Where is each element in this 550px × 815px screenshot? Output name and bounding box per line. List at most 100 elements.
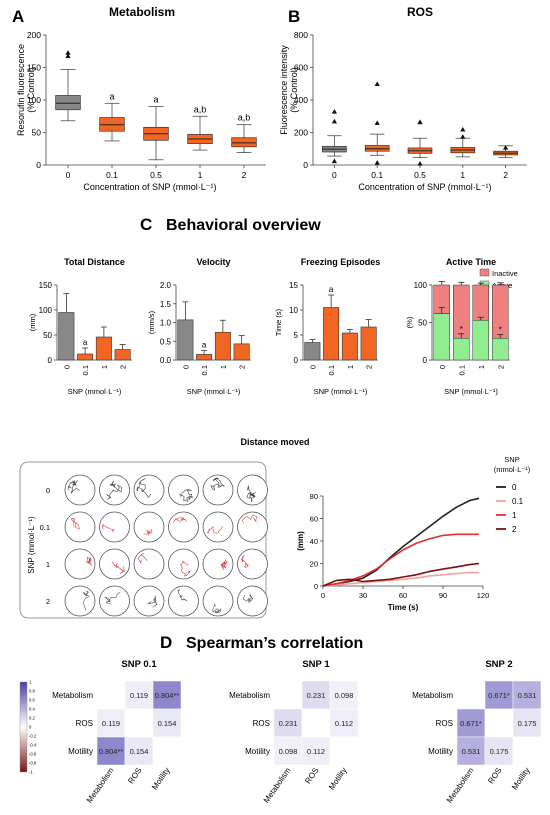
heatmap-snp01-col-label: Metabolism	[85, 766, 116, 805]
heatmap-snp01-cell-label: 0.119	[102, 719, 120, 728]
heatmap-snp01-title: SNP 0.1	[121, 659, 157, 670]
heatmap-snp01-cell-label: 0.804**	[99, 747, 124, 756]
velocity-bar	[196, 354, 213, 361]
well	[99, 548, 130, 580]
metabolism-annotation: a	[153, 95, 158, 105]
metabolism-annotation: a,b	[194, 104, 207, 114]
well	[99, 511, 130, 543]
heatmap-snp2-cell-label: 0.175	[518, 719, 537, 728]
total-distance-xtick-label: 2	[119, 365, 128, 369]
heatmap-snp2-cell	[512, 736, 542, 766]
heatmap-snp1-row-label: Motility	[245, 747, 270, 756]
track-path	[220, 559, 228, 570]
active-time-ytick-label: 0	[423, 356, 428, 365]
heatmap-snp1-col-label: Motility	[327, 766, 349, 792]
well	[168, 511, 199, 543]
heatmap-snp1-col-label: ROS	[303, 766, 320, 785]
distance-moved-series-line	[322, 571, 479, 587]
distance-moved-ytick-label: 40	[310, 537, 318, 546]
metabolism-xtick-label: 2	[242, 170, 247, 180]
colorbar-tick-label: -0.6	[29, 752, 37, 757]
heatmap-snp1-cell	[301, 736, 331, 766]
ros-xtick-label: 1	[460, 170, 465, 180]
freezing-xtick-label: 1	[346, 365, 355, 369]
velocity-xtick-label: 2	[238, 365, 247, 369]
ros-ylabel-1: Fluorescence intensity	[279, 45, 289, 135]
ros-ytick-label: 600	[294, 63, 308, 73]
well	[133, 548, 165, 580]
heatmap-snp2-cell	[512, 680, 542, 710]
freezing-bar	[323, 307, 340, 361]
heatmap-snp01-cell	[96, 736, 126, 766]
velocity-annotation: a	[202, 341, 207, 350]
active-time-bar-active	[472, 320, 489, 361]
freezing-bar	[341, 332, 358, 361]
tracks-title: Distance moved	[240, 437, 309, 447]
active-time-xtick-label: 2	[496, 365, 505, 369]
well	[64, 585, 96, 617]
track-path	[85, 556, 93, 566]
freezing-xtick-label: 0.1	[327, 365, 336, 375]
ros-xtick-label: 0	[332, 170, 337, 180]
heatmap-snp2-cell-label: 0.531	[462, 747, 481, 756]
metabolism-outlier	[65, 53, 71, 58]
velocity-bar	[233, 343, 250, 361]
heatmap-snp1-cell	[301, 680, 331, 710]
heatmap-snp01-cell	[96, 680, 126, 710]
active-time-annotation: *	[499, 326, 502, 335]
well	[237, 474, 268, 506]
metabolism-xtick-label: 0	[66, 170, 71, 180]
velocity-ytick-label: 1.5	[160, 300, 172, 309]
metabolism-ytick-label: 100	[27, 95, 41, 105]
ros-outlier	[460, 134, 466, 139]
distance-moved-series-line	[322, 562, 480, 587]
ros-outlier	[331, 158, 337, 164]
track-path	[173, 517, 187, 523]
heatmap-snp1-cell-label: 0.098	[335, 691, 354, 700]
ros-outlier	[374, 81, 380, 86]
colorbar-tick-label: 1	[29, 680, 32, 685]
ros-ytick-label: 800	[294, 30, 308, 40]
ros-xtick-label: 2	[503, 170, 508, 180]
heatmap-snp2-cell-label: 0.671*	[460, 719, 482, 728]
active-time-xtick-label: 0.1	[457, 365, 466, 375]
track-path	[180, 560, 191, 577]
ros-outlier	[417, 160, 423, 166]
track-path	[147, 595, 158, 608]
velocity-bar	[214, 331, 231, 361]
tracks-row-label: 0	[46, 486, 50, 495]
freezing-title: Freezing Episodes	[301, 257, 381, 267]
panel-letter-d: D	[160, 633, 172, 652]
ros-ytick-label: 200	[294, 128, 308, 138]
distance-moved-xtick-label: 30	[359, 591, 367, 600]
velocity-ylabel: (mm/s)	[147, 310, 156, 334]
heatmap-snp01-col-label: Motility	[150, 766, 172, 792]
distance-moved-legend-label: 1	[512, 511, 517, 520]
colorbar-ticks: 1 0.8 0.6 0.4 0.2 0 -0.2 -0.4 -0.6 -0.8 -1	[29, 680, 37, 775]
total-distance-ylabel: (mm)	[28, 313, 37, 331]
heatmap-snp1-col-label: Metabolism	[262, 766, 293, 805]
colorbar-tick-label: 0.2	[29, 716, 35, 721]
heatmap-snp01-row-label: Metabolism	[52, 691, 93, 700]
well	[99, 474, 130, 506]
total-distance-bar	[77, 353, 94, 361]
distance-moved-legend-title-2: (mmol·L⁻¹)	[494, 465, 531, 474]
distance-moved-ytick-label: 20	[310, 560, 318, 569]
active-time-xtick-label: 1	[477, 365, 486, 369]
metabolism-outlier	[65, 50, 71, 55]
track-path	[105, 591, 121, 605]
active-time-ytick-label: 50	[418, 319, 427, 328]
heatmap-snp1-cell-label: 0.231	[307, 691, 326, 700]
distance-moved-legend-label: 0	[512, 483, 517, 492]
tracks-row-label: 2	[46, 597, 50, 606]
ros-outlier	[460, 126, 466, 132]
track-path	[177, 589, 188, 602]
heatmap-snp2-cell	[484, 736, 514, 766]
distance-moved-ylabel: (mm)	[296, 531, 305, 551]
colorbar-tick-label: -1	[29, 770, 33, 775]
velocity-xtick-label: 1	[219, 365, 228, 369]
track-path	[82, 590, 90, 611]
heatmap-snp01-cell	[152, 736, 182, 766]
freezing-ytick-label: 15	[289, 281, 298, 290]
metabolism-annotation: a	[109, 91, 114, 101]
